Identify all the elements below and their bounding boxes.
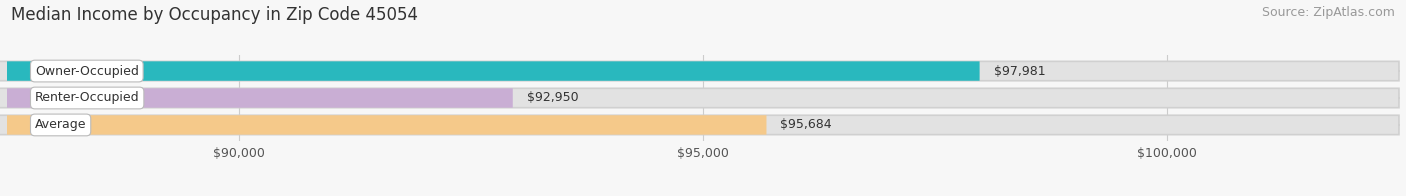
Text: $95,684: $95,684 (780, 118, 832, 132)
Text: $92,950: $92,950 (527, 92, 578, 104)
Text: $97,981: $97,981 (994, 64, 1045, 78)
FancyBboxPatch shape (0, 88, 1399, 108)
Text: Average: Average (35, 118, 86, 132)
FancyBboxPatch shape (0, 61, 980, 81)
Text: Median Income by Occupancy in Zip Code 45054: Median Income by Occupancy in Zip Code 4… (11, 6, 418, 24)
FancyBboxPatch shape (0, 115, 766, 135)
Text: Owner-Occupied: Owner-Occupied (35, 64, 139, 78)
FancyBboxPatch shape (0, 115, 1399, 135)
FancyBboxPatch shape (0, 61, 1399, 81)
FancyBboxPatch shape (0, 88, 513, 108)
Text: Renter-Occupied: Renter-Occupied (35, 92, 139, 104)
Text: Source: ZipAtlas.com: Source: ZipAtlas.com (1261, 6, 1395, 19)
